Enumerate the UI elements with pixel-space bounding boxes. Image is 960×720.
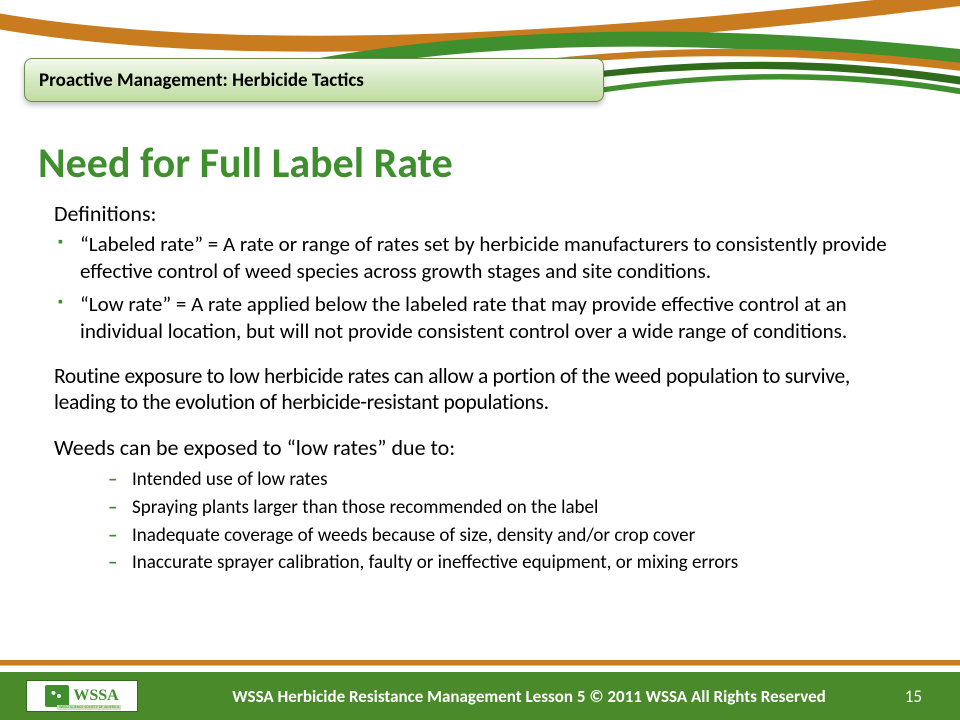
wssa-logo: WSSA WEED SCIENCE SOCIETY OF AMERICA <box>26 680 138 712</box>
footer-bar: WSSA WEED SCIENCE SOCIETY OF AMERICA WSS… <box>0 672 960 720</box>
body-paragraph: Routine exposure to low herbicide rates … <box>54 363 914 417</box>
causes-list: Intended use of low rates Spraying plant… <box>54 467 914 576</box>
section-banner-label: Proactive Management: Herbicide Tactics <box>39 69 364 92</box>
causes-heading: Weeds can be exposed to “low rates” due … <box>54 434 914 461</box>
footer-copyright: WSSA Herbicide Resistance Management Les… <box>138 686 960 707</box>
slide-title: Need for Full Label Rate <box>38 138 453 189</box>
page-number: 15 <box>905 686 922 707</box>
slide-content: Definitions: “Labeled rate” = A rate or … <box>54 200 914 578</box>
definitions-heading: Definitions: <box>54 200 914 227</box>
logo-leaf-icon <box>45 685 69 707</box>
footer-accent-line <box>0 660 960 672</box>
definitions-list: “Labeled rate” = A rate or range of rate… <box>54 231 914 345</box>
definition-item: “Low rate” = A rate applied below the la… <box>58 291 914 345</box>
cause-item: Inadequate coverage of weeds because of … <box>108 523 914 549</box>
section-banner: Proactive Management: Herbicide Tactics <box>24 58 604 102</box>
definition-item: “Labeled rate” = A rate or range of rate… <box>58 231 914 285</box>
cause-item: Spraying plants larger than those recomm… <box>108 495 914 521</box>
cause-item: Inaccurate sprayer calibration, faulty o… <box>108 550 914 576</box>
logo-text: WSSA <box>73 688 118 704</box>
cause-item: Intended use of low rates <box>108 467 914 493</box>
logo-subtext: WEED SCIENCE SOCIETY OF AMERICA <box>57 705 121 710</box>
